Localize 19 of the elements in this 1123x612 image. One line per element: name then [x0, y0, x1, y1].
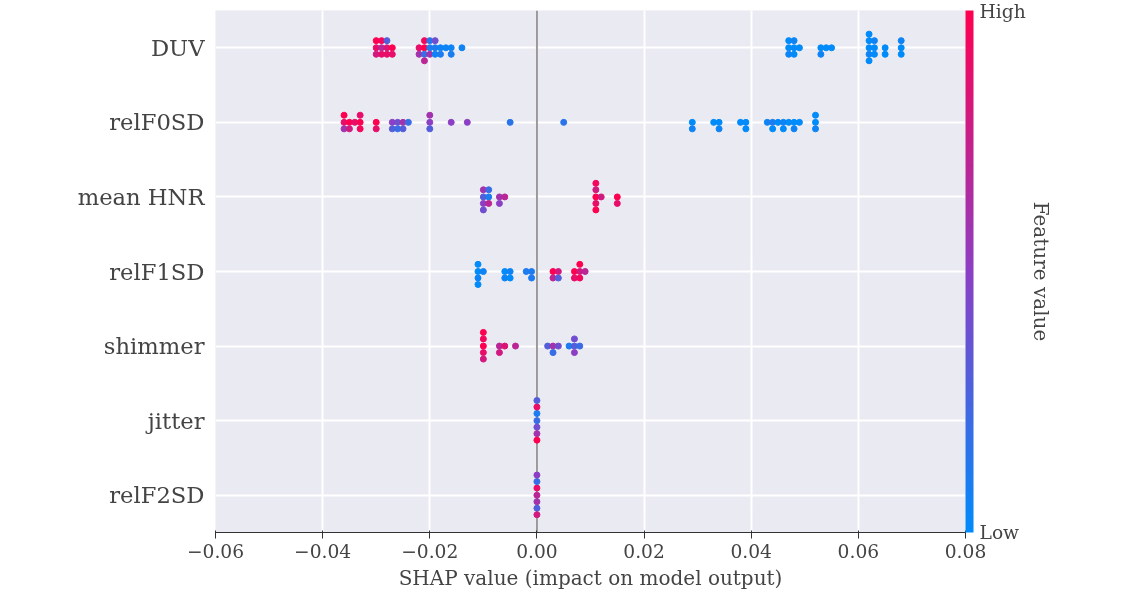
y-tick-label: relF1SD	[109, 258, 205, 285]
x-tick-label: 0.08	[944, 540, 987, 562]
color-bar-label: High	[979, 0, 1026, 22]
color-bar-title: Feature value	[1028, 201, 1053, 342]
x-tick-label: 0.02	[623, 540, 665, 562]
y-tick-label: shimmer	[103, 333, 205, 360]
y-tick-label: relF2SD	[109, 482, 205, 509]
x-tick-label: −0.02	[401, 540, 459, 562]
y-tick-label: relF0SD	[109, 109, 205, 136]
x-tick-label: 0.04	[730, 540, 772, 562]
color-bar-label: Low	[979, 522, 1020, 543]
x-axis-title: SHAP value (impact on model output)	[398, 565, 783, 590]
x-tick-label: −0.04	[294, 540, 352, 562]
y-tick-label: jitter	[144, 407, 205, 434]
y-tick-label: DUV	[150, 34, 206, 61]
x-tick-label: −0.06	[186, 540, 245, 562]
y-tick-label: mean HNR	[77, 183, 206, 210]
x-tick-label: 0.00	[516, 540, 558, 562]
x-tick-label: 0.06	[837, 540, 880, 562]
